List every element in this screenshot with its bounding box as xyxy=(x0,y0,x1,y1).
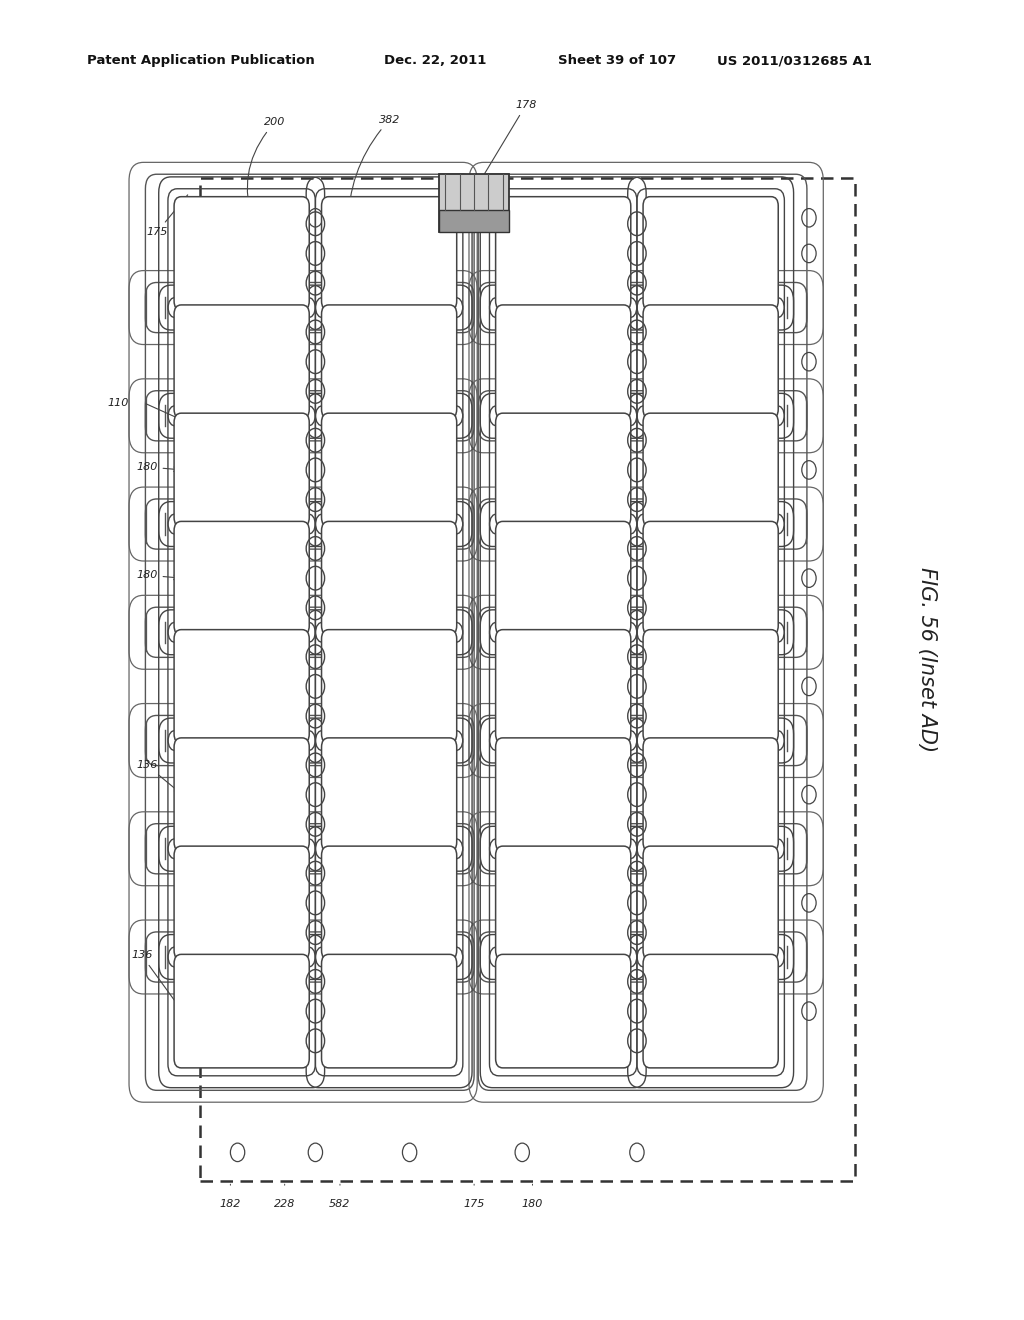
FancyBboxPatch shape xyxy=(496,846,631,960)
FancyBboxPatch shape xyxy=(322,630,457,743)
Text: Dec. 22, 2011: Dec. 22, 2011 xyxy=(384,54,486,67)
Text: 180: 180 xyxy=(522,1199,543,1209)
FancyBboxPatch shape xyxy=(643,954,778,1068)
FancyBboxPatch shape xyxy=(643,305,778,418)
Bar xyxy=(439,174,509,232)
Text: ~582: ~582 xyxy=(497,642,527,652)
FancyBboxPatch shape xyxy=(174,413,309,527)
FancyBboxPatch shape xyxy=(643,521,778,635)
FancyBboxPatch shape xyxy=(322,738,457,851)
Text: 175: 175 xyxy=(146,195,187,238)
FancyBboxPatch shape xyxy=(643,413,778,527)
FancyBboxPatch shape xyxy=(496,521,631,635)
FancyBboxPatch shape xyxy=(174,738,309,851)
FancyBboxPatch shape xyxy=(496,630,631,743)
FancyBboxPatch shape xyxy=(322,521,457,635)
FancyBboxPatch shape xyxy=(643,197,778,310)
Text: 180: 180 xyxy=(136,462,178,473)
FancyBboxPatch shape xyxy=(643,630,778,743)
Text: 175: 175 xyxy=(464,1199,484,1209)
Text: 200: 200 xyxy=(248,117,286,222)
Text: Sheet 39 of 107: Sheet 39 of 107 xyxy=(558,54,676,67)
FancyBboxPatch shape xyxy=(496,954,631,1068)
Text: 180: 180 xyxy=(136,570,178,581)
FancyBboxPatch shape xyxy=(322,305,457,418)
Text: 182: 182 xyxy=(220,1199,241,1209)
FancyBboxPatch shape xyxy=(643,846,778,960)
FancyBboxPatch shape xyxy=(496,305,631,418)
FancyBboxPatch shape xyxy=(643,738,778,851)
FancyBboxPatch shape xyxy=(174,521,309,635)
Text: 136: 136 xyxy=(131,950,180,1008)
FancyBboxPatch shape xyxy=(174,305,309,418)
FancyBboxPatch shape xyxy=(174,197,309,310)
Text: ~176: ~176 xyxy=(505,609,536,619)
FancyBboxPatch shape xyxy=(496,413,631,527)
FancyBboxPatch shape xyxy=(322,846,457,960)
FancyBboxPatch shape xyxy=(322,197,457,310)
Text: US 2011/0312685 A1: US 2011/0312685 A1 xyxy=(717,54,871,67)
FancyBboxPatch shape xyxy=(322,413,457,527)
Bar xyxy=(439,210,509,232)
FancyBboxPatch shape xyxy=(496,197,631,310)
Text: 136: 136 xyxy=(136,760,179,792)
FancyBboxPatch shape xyxy=(496,738,631,851)
Text: 110: 110 xyxy=(108,397,128,408)
FancyBboxPatch shape xyxy=(174,846,309,960)
FancyBboxPatch shape xyxy=(174,954,309,1068)
FancyBboxPatch shape xyxy=(174,630,309,743)
Text: 228: 228 xyxy=(274,1199,295,1209)
Text: FIG. 56 (Inset AD): FIG. 56 (Inset AD) xyxy=(916,568,937,752)
Text: Patent Application Publication: Patent Application Publication xyxy=(87,54,314,67)
FancyBboxPatch shape xyxy=(322,954,457,1068)
Text: 178: 178 xyxy=(481,100,537,178)
Text: 582: 582 xyxy=(330,1199,350,1209)
Text: 382: 382 xyxy=(348,115,400,226)
